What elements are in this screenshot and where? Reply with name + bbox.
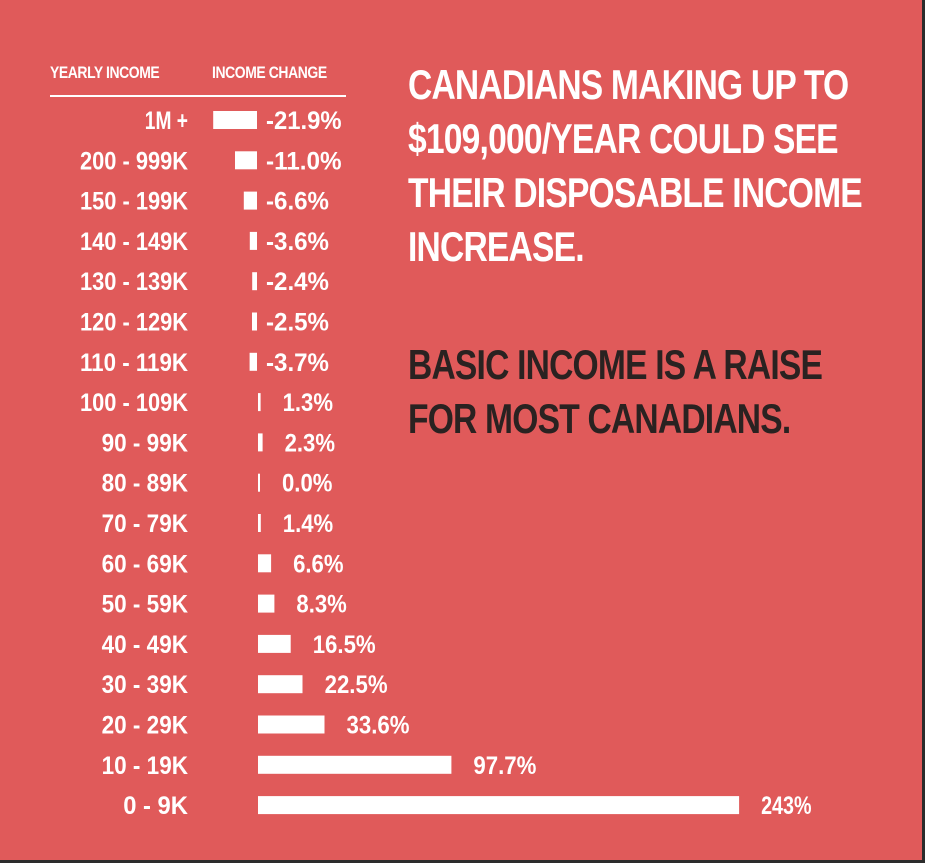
bar-50-59k [258, 594, 275, 613]
value-label-10-19k: 97.7% [473, 752, 536, 780]
bar-100-109k [258, 393, 261, 412]
income-bracket-label-0-9k: 0 - 9K [123, 792, 188, 820]
value-label-20-29k: 33.6% [347, 712, 410, 740]
value-label-30-39k: 22.5% [325, 671, 388, 699]
value-label-60-69k: 6.6% [293, 550, 343, 578]
bar-200-999k [235, 151, 257, 170]
bar-130-139k [252, 272, 257, 291]
headline-dark: BASIC INCOME IS A RAISE FOR MOST CANADIA… [408, 338, 823, 446]
bar-1m [213, 111, 257, 129]
value-label-100-109k: 1.3% [283, 389, 333, 417]
income-bracket-label-200-999k: 200 - 999K [80, 147, 188, 175]
headline-white-line: CANADIANS MAKING UP TO [408, 61, 849, 108]
value-label-200-999k: -11.0% [266, 147, 342, 175]
income-change-header: INCOME CHANGE [212, 63, 327, 82]
bar-120-129k [252, 312, 257, 331]
bar-10-19k [258, 755, 452, 774]
bar-70-79k [258, 514, 261, 532]
value-label-80-89k: 0.0% [282, 470, 332, 498]
header-divider [50, 95, 346, 97]
income-bracket-label-50-59k: 50 - 59K [102, 591, 188, 619]
bar-90-99k [258, 433, 263, 452]
bar-0-9k [258, 796, 740, 815]
value-label-150-199k: -6.6% [266, 188, 329, 216]
value-label-0-9k: 243% [761, 792, 811, 820]
income-bracket-label-1m: 1M + [145, 107, 188, 135]
headline-dark-line: BASIC INCOME IS A RAISE [408, 341, 823, 388]
value-label-40-49k: 16.5% [313, 631, 376, 659]
headline-white: CANADIANS MAKING UP TO $109,000/YEAR COU… [408, 58, 863, 274]
income-bracket-label-10-19k: 10 - 19K [102, 752, 188, 780]
bar-110-119k [249, 352, 257, 371]
bar-30-39k [258, 675, 303, 694]
value-label-50-59k: 8.3% [296, 591, 346, 619]
income-bracket-label-30-39k: 30 - 39K [102, 671, 188, 699]
income-bracket-label-110-119k: 110 - 119K [80, 349, 188, 377]
headline-white-line: THEIR DISPOSABLE INCOME [408, 169, 863, 216]
income-bracket-label-100-109k: 100 - 109K [80, 389, 188, 417]
value-label-90-99k: 2.3% [285, 429, 335, 457]
value-label-70-79k: 1.4% [283, 510, 333, 538]
frame-edge-right [922, 0, 925, 863]
headline-white-line: $109,000/YEAR COULD SEE [408, 115, 839, 162]
bar-60-69k [258, 554, 272, 573]
frame-edge-bottom [0, 860, 925, 863]
bar-150-199k [243, 191, 257, 210]
income-bracket-label-90-99k: 90 - 99K [102, 429, 188, 457]
value-label-120-129k: -2.5% [266, 309, 329, 337]
yearly-income-header: YEARLY INCOME [50, 63, 160, 82]
income-bracket-label-150-199k: 150 - 199K [80, 188, 188, 216]
headline-white-line: INCREASE. [408, 223, 585, 270]
value-label-130-139k: -2.4% [266, 268, 329, 296]
value-label-110-119k: -3.7% [266, 349, 329, 377]
income-bracket-label-20-29k: 20 - 29K [102, 712, 188, 740]
value-label-1m: -21.9% [266, 107, 342, 135]
income-bracket-label-120-129k: 120 - 129K [80, 309, 188, 337]
bar-140-149k [249, 231, 257, 250]
income-bracket-label-70-79k: 70 - 79K [102, 510, 188, 538]
headline-dark-line: FOR MOST CANADIANS. [408, 395, 791, 442]
income-bracket-label-130-139k: 130 - 139K [80, 268, 188, 296]
income-bracket-label-140-149k: 140 - 149K [80, 228, 188, 256]
bar-40-49k [258, 634, 291, 653]
income-bracket-label-60-69k: 60 - 69K [102, 550, 188, 578]
bar-80-89k [258, 473, 260, 492]
value-label-140-149k: -3.6% [266, 228, 329, 256]
income-bracket-label-40-49k: 40 - 49K [102, 631, 188, 659]
bar-20-29k [258, 715, 325, 734]
income-bracket-label-80-89k: 80 - 89K [102, 470, 188, 498]
